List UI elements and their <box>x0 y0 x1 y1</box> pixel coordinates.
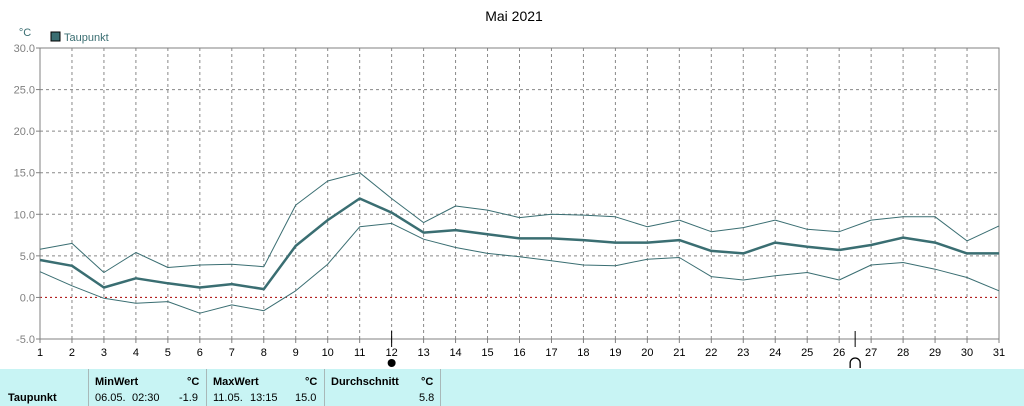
x-tick-label: 2 <box>69 347 75 359</box>
x-tick-label: 12 <box>386 347 398 359</box>
footer-divider <box>440 369 441 406</box>
y-tick-label: 30.0 <box>14 43 35 55</box>
x-tick-label: 21 <box>673 347 685 359</box>
x-tick-label: 19 <box>609 347 621 359</box>
avg-value: 5.8 <box>419 392 435 404</box>
min-date: 06.05. <box>95 392 126 404</box>
x-tick-label: 6 <box>197 347 203 359</box>
legend-swatch <box>50 31 61 42</box>
x-tick-label: 23 <box>737 347 749 359</box>
x-tick-label: 9 <box>293 347 299 359</box>
avg-cell: Durchschnitt °C 5.8 <box>324 369 441 406</box>
x-tick-label: 8 <box>261 347 267 359</box>
avg-unit: °C <box>421 376 434 388</box>
y-tick-label: 0.0 <box>20 292 35 304</box>
max-date: 11.05. <box>213 392 243 404</box>
chart-title: Mai 2021 <box>485 8 543 24</box>
y-tick-label: 25.0 <box>14 85 35 97</box>
y-tick-label: 15.0 <box>14 168 35 180</box>
series-line-min <box>39 222 1000 314</box>
y-tick-label: 10.0 <box>14 209 35 221</box>
min-time: 02:30 <box>132 392 160 404</box>
dewpoint-chart: Mai 2021 °C Taupunkt -5.0 0.0 5.0 10.0 15.0 2… <box>14 8 1005 368</box>
avg-label: Durchschnitt <box>331 376 399 388</box>
x-tick-label: 24 <box>769 347 781 359</box>
x-tick-label: 10 <box>322 347 334 359</box>
x-tick-label: 28 <box>897 347 909 359</box>
x-tick-label: 17 <box>545 347 557 359</box>
x-tick-label: 26 <box>833 347 845 359</box>
max-value: 15.0 <box>295 392 317 404</box>
x-tick-label: 3 <box>101 347 107 359</box>
x-tick-label: 30 <box>961 347 973 359</box>
y-tick-label: -5.0 <box>16 334 35 346</box>
x-tick-label: 25 <box>801 347 813 359</box>
summary-row-label: Taupunkt <box>8 392 57 404</box>
series-line-max <box>39 172 1000 273</box>
x-tick-label: 22 <box>705 347 717 359</box>
x-tick-label: 29 <box>929 347 941 359</box>
plot-frame <box>39 47 1000 340</box>
min-label: MinWert <box>95 376 139 388</box>
max-cell: MaxWert °C 11.05. 13:15 15.0 <box>206 369 325 406</box>
full-moon-icon <box>849 357 861 368</box>
min-value: -1.9 <box>179 392 198 404</box>
y-unit-label: °C <box>19 27 31 39</box>
min-cell: MinWert °C 06.05. 02:30 -1.9 <box>88 369 207 406</box>
x-tick-label: 11 <box>354 347 365 359</box>
x-tick-label: 15 <box>481 347 493 359</box>
series-line-taupunkt <box>39 197 999 291</box>
y-tick-label: 5.0 <box>20 251 35 263</box>
max-label: MaxWert <box>213 376 259 388</box>
x-tick-label: 13 <box>417 347 429 359</box>
x-tick-label: 4 <box>133 347 139 359</box>
legend-label: Taupunkt <box>64 32 109 44</box>
new-moon-icon <box>387 359 396 367</box>
x-tick-label: 14 <box>449 347 461 359</box>
x-tick-label: 7 <box>229 347 235 359</box>
min-unit: °C <box>187 376 200 388</box>
y-tick-label: 20.0 <box>14 126 35 138</box>
x-tick-label: 27 <box>865 347 877 359</box>
x-tick-label: 31 <box>993 347 1005 359</box>
x-tick-label: 16 <box>513 347 525 359</box>
x-tick-label: 20 <box>641 347 653 359</box>
max-time: 13:15 <box>250 392 278 404</box>
summary-table: Taupunkt MinWert °C 06.05. 02:30 -1.9 Ma… <box>0 369 1024 406</box>
max-unit: °C <box>305 376 318 388</box>
x-tick-label: 5 <box>165 347 171 359</box>
x-tick-label: 1 <box>37 347 43 359</box>
x-tick-label: 18 <box>577 347 589 359</box>
